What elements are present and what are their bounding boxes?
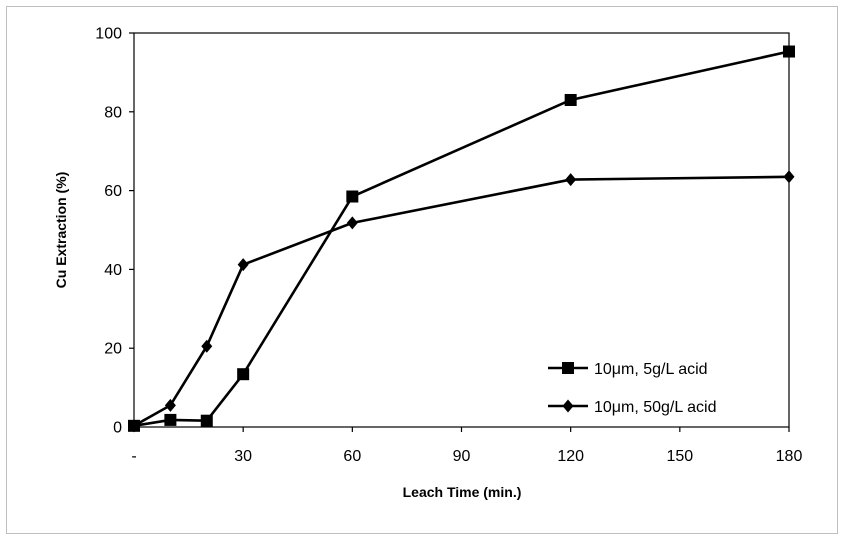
data-point — [128, 419, 140, 433]
legend-marker — [562, 399, 574, 413]
y-tick-label: 0 — [113, 420, 122, 437]
y-tick-label: 100 — [95, 26, 122, 43]
plot-area: 0 20 40 60 80 100 - 30 60 90 120 150 180 — [95, 26, 802, 466]
data-point — [783, 45, 795, 58]
series-2 — [128, 170, 795, 433]
data-point — [164, 398, 176, 412]
x-tick-label: 30 — [234, 448, 252, 465]
y-tick-label: 20 — [104, 341, 122, 358]
data-point — [237, 368, 250, 381]
x-tick-label: 150 — [666, 448, 693, 465]
x-tick-label: 120 — [557, 448, 584, 465]
y-tick-label: 40 — [104, 262, 122, 279]
x-tick-label: 90 — [453, 448, 471, 465]
data-point — [564, 93, 577, 106]
y-tick-label: 60 — [104, 183, 122, 200]
data-point — [164, 413, 177, 426]
y-tick-label: 80 — [104, 104, 122, 121]
x-tick-label: - — [131, 448, 136, 465]
data-point — [565, 173, 577, 187]
x-tick-label: 180 — [776, 448, 803, 465]
legend-marker — [562, 362, 574, 374]
y-axis-title: Cu Extraction (%) — [53, 172, 69, 289]
data-point — [346, 190, 359, 203]
data-point — [346, 216, 358, 230]
data-point — [201, 339, 213, 353]
series-layer — [128, 45, 795, 433]
data-point — [237, 258, 249, 272]
data-point — [783, 170, 795, 184]
legend-label: 10μm, 5g/L acid — [594, 361, 708, 378]
legend-label: 10μm, 50g/L acid — [594, 399, 716, 416]
x-tick-label: 60 — [343, 448, 361, 465]
data-point — [200, 414, 213, 427]
chart-frame — [6, 6, 838, 534]
x-axis-title: Leach Time (min.) — [403, 484, 522, 500]
legend: 10μm, 5g/L acid 10μm, 50g/L acid — [548, 361, 716, 416]
